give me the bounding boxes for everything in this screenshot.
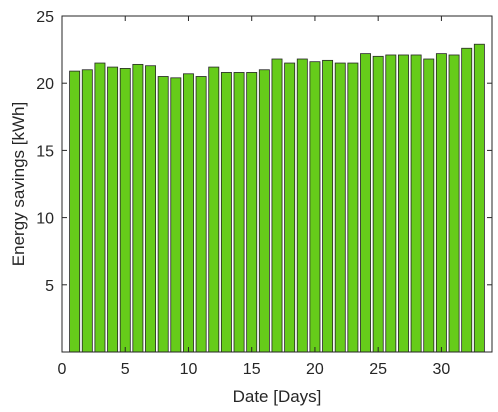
bar-day-28 [410, 54, 422, 353]
bar-day-12 [208, 66, 220, 353]
bar-day-29 [423, 58, 435, 353]
bar-day-24 [360, 53, 371, 353]
bar-day-14 [233, 72, 245, 353]
plot-frame [61, 15, 493, 353]
bar-day-3 [94, 62, 106, 353]
bar-day-27 [398, 54, 409, 353]
bar-day-18 [284, 62, 296, 353]
bar-day-16 [258, 69, 270, 353]
bar-day-23 [347, 62, 359, 353]
bar-day-20 [309, 61, 321, 353]
bar-day-32 [461, 47, 473, 353]
bar-day-2 [81, 69, 93, 353]
x-tick-label-25: 25 [369, 361, 387, 378]
bars-group [69, 43, 485, 353]
x-tick-label-5: 5 [121, 361, 130, 378]
bar-day-26 [385, 54, 397, 353]
bar-day-21 [322, 59, 334, 353]
x-tick-label-15: 15 [243, 361, 261, 378]
y-tick-label-25: 25 [36, 9, 54, 26]
bar-day-10 [183, 73, 194, 353]
x-tick-label-10: 10 [180, 361, 198, 378]
bar-day-25 [372, 55, 384, 353]
bar-day-33 [473, 43, 485, 353]
x-tick-label-0: 0 [58, 361, 67, 378]
bar-day-7 [145, 65, 156, 353]
bar-day-30 [435, 53, 447, 353]
bar-day-17 [271, 58, 283, 353]
bar-day-9 [170, 77, 182, 353]
bar-day-15 [246, 72, 258, 353]
x-tick-label-30: 30 [433, 361, 451, 378]
x-axis-label: Date [Days] [233, 387, 322, 406]
y-tick-label-5: 5 [45, 278, 54, 295]
y-tick-label-15: 15 [36, 143, 54, 160]
bar-day-19 [296, 58, 308, 353]
bar-day-13 [220, 72, 232, 353]
y-tick-label-10: 10 [36, 211, 54, 228]
x-tick-label-20: 20 [306, 361, 324, 378]
bar-day-8 [157, 76, 169, 353]
bar-day-6 [132, 63, 144, 353]
ticks-group: 0 5 10 15 20 25 30 5 10 15 20 25 [36, 9, 492, 378]
bar-day-1 [69, 70, 81, 353]
bar-day-11 [195, 76, 207, 353]
y-tick-label-20: 20 [36, 76, 54, 93]
bar-day-22 [334, 62, 346, 353]
y-axis-label: Energy savings [kWh] [9, 102, 28, 266]
bar-day-31 [448, 54, 460, 353]
bar-day-4 [107, 66, 119, 353]
bar-day-5 [119, 68, 131, 353]
